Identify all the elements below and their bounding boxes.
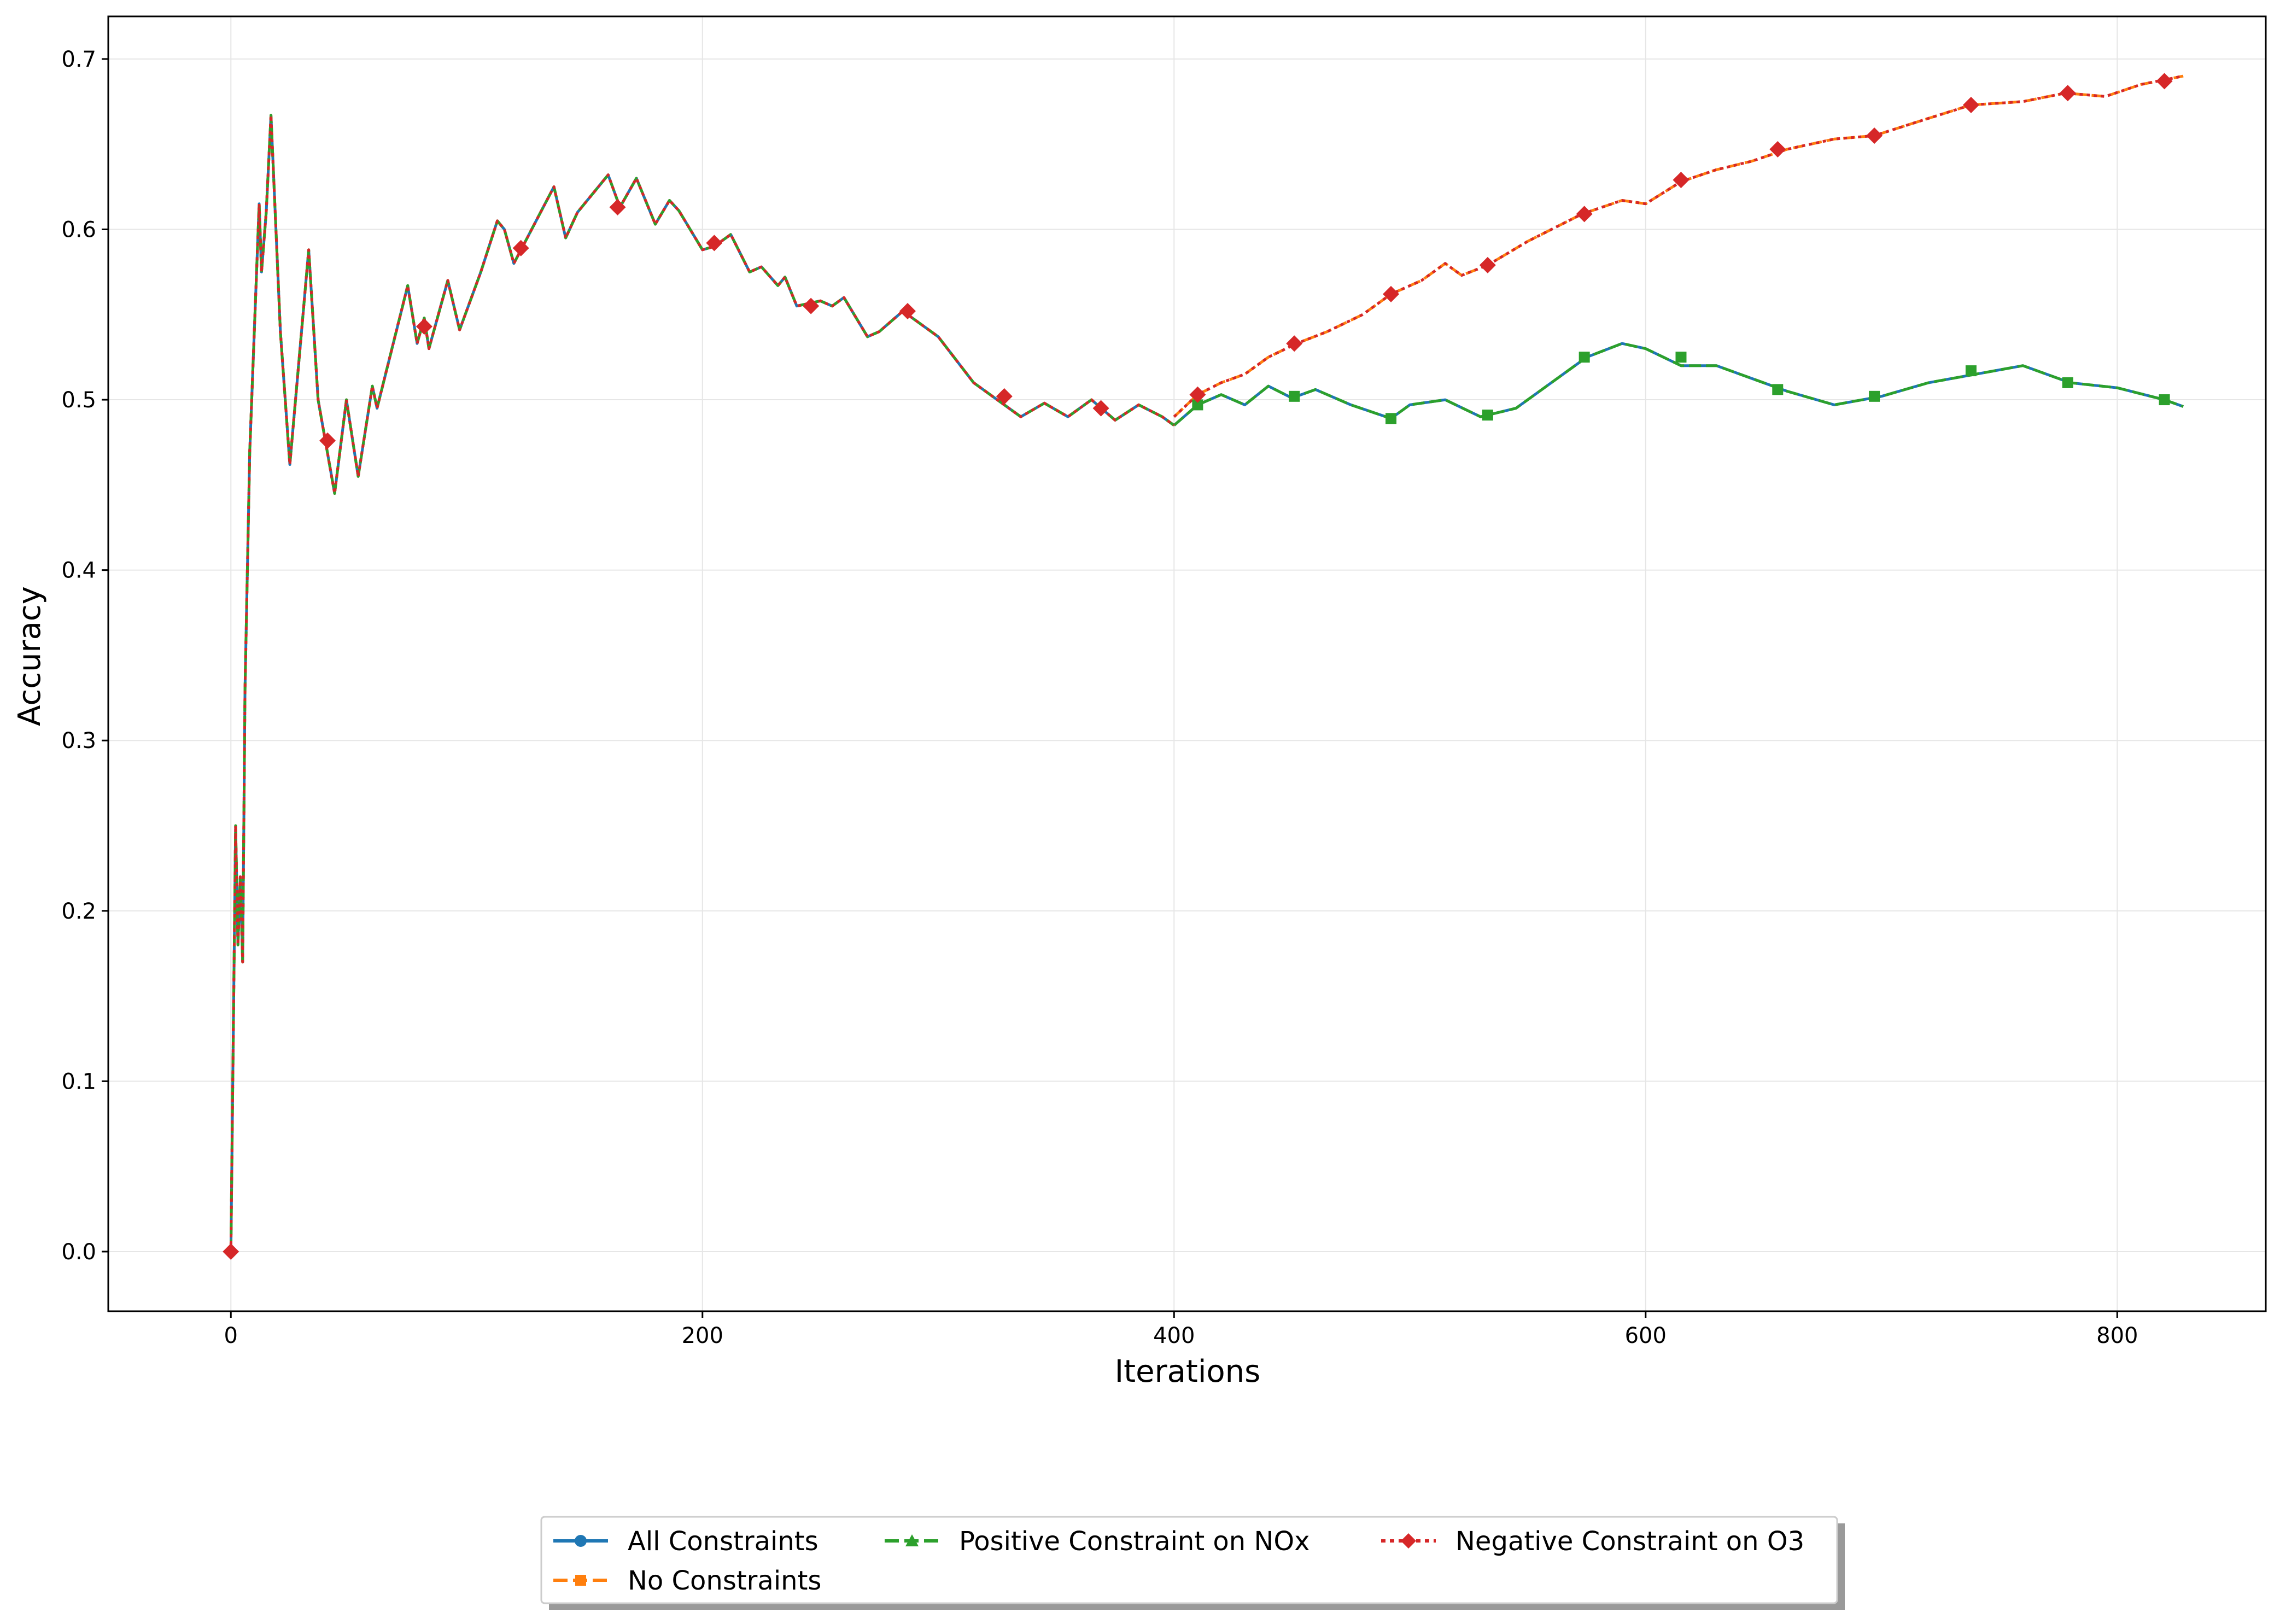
red-diamond-marker bbox=[416, 318, 432, 335]
x-axis-label: Iterations bbox=[1115, 1354, 1261, 1389]
legend-label-positive-constraint-on-nox: Positive Constraint on NOx bbox=[959, 1526, 1310, 1557]
red-diamond-marker bbox=[1769, 141, 1786, 158]
legend-marker-all-constraints bbox=[575, 1535, 587, 1547]
red-diamond-marker bbox=[1673, 172, 1689, 189]
y-tick-label: 0.4 bbox=[61, 558, 96, 583]
red-diamond-marker bbox=[319, 432, 336, 449]
y-axis-label: Accuracy bbox=[12, 586, 48, 726]
y-tick-label: 0.7 bbox=[61, 47, 96, 72]
red-diamond-marker bbox=[1286, 335, 1303, 352]
y-tick-label: 0.1 bbox=[61, 1069, 96, 1094]
red-diamond-marker bbox=[996, 388, 1013, 405]
legend-box bbox=[540, 1516, 1838, 1604]
red-diamond-marker bbox=[2156, 73, 2173, 90]
y-axis-ticks: 0.0 0.1 0.2 0.3 0.4 0.5 0.6 0.7 bbox=[61, 47, 108, 1265]
legend-label-no-constraints: No Constraints bbox=[628, 1565, 821, 1596]
green-square-marker bbox=[1289, 390, 1300, 402]
red-diamond-marker bbox=[1576, 206, 1593, 223]
red-diamond-marker bbox=[1962, 97, 1979, 114]
green-square-marker bbox=[1579, 352, 1590, 363]
y-tick-label: 0.2 bbox=[61, 899, 96, 924]
y-tick-label: 0.6 bbox=[61, 217, 96, 242]
red-diamond-marker bbox=[1479, 256, 1496, 273]
legend: All Constraints No Constraints Positive Co… bbox=[540, 1516, 1845, 1610]
green-square-marker bbox=[1675, 352, 1687, 363]
green-square-marker bbox=[1482, 410, 1493, 421]
green-square-marker bbox=[2062, 377, 2073, 388]
x-tick-label: 800 bbox=[2096, 1323, 2138, 1348]
red-diamond-marker bbox=[512, 239, 529, 256]
y-tick-label: 0.3 bbox=[61, 728, 96, 753]
legend-label-negative-constraint-on-o3: Negative Constraint on O3 bbox=[1455, 1526, 1804, 1557]
green-square-marker bbox=[1965, 365, 1977, 377]
series-line-shared-negative-constraint-on-o3 bbox=[229, 114, 1175, 1252]
y-tick-label: 0.5 bbox=[61, 388, 96, 413]
plot-frame bbox=[107, 15, 2267, 1312]
y-tick-label: 0.0 bbox=[61, 1240, 96, 1265]
legend-marker-no-constraints bbox=[575, 1575, 586, 1586]
red-diamond-marker bbox=[223, 1243, 239, 1260]
legend-label-all-constraints: All Constraints bbox=[628, 1526, 819, 1557]
legend-marker-negative-constraint-on-o3 bbox=[1401, 1533, 1416, 1549]
x-tick-label: 400 bbox=[1153, 1323, 1195, 1348]
green-square-marker bbox=[1869, 390, 1880, 402]
red-diamond-marker bbox=[1383, 285, 1400, 302]
x-tick-label: 200 bbox=[682, 1323, 723, 1348]
series-markers bbox=[223, 73, 2173, 1260]
red-diamond-marker bbox=[1092, 400, 1109, 417]
red-diamond-marker bbox=[1866, 127, 1883, 144]
x-axis-ticks: 0 200 400 600 800 bbox=[224, 1311, 2138, 1348]
red-diamond-marker bbox=[2059, 85, 2076, 102]
red-diamond-marker bbox=[1189, 386, 1206, 403]
legend-marker-positive-constraint-on-nox bbox=[905, 1534, 919, 1546]
green-square-marker bbox=[1772, 384, 1784, 395]
green-square-marker bbox=[2159, 394, 2170, 406]
red-diamond-marker bbox=[706, 235, 723, 252]
x-tick-label: 600 bbox=[1625, 1323, 1667, 1348]
series-line-negative-constraint-on-o3 bbox=[1173, 74, 2184, 418]
green-square-marker bbox=[1385, 413, 1397, 424]
x-tick-label: 0 bbox=[224, 1323, 238, 1348]
grid-lines bbox=[108, 16, 2266, 1311]
green-square-marker bbox=[1192, 399, 1203, 411]
red-diamond-marker bbox=[803, 297, 820, 314]
legend-items: All Constraints No Constraints Positive Co… bbox=[553, 1526, 1804, 1596]
red-diamond-marker bbox=[609, 198, 626, 215]
red-diamond-marker bbox=[899, 303, 916, 320]
